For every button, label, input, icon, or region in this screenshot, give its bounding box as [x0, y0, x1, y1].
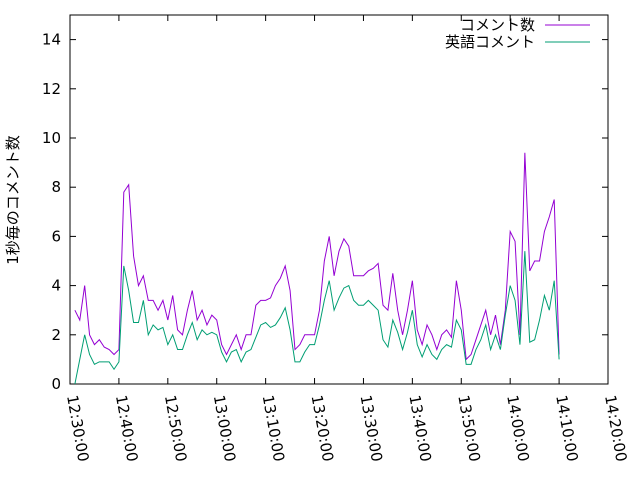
x-tick-label: 13:10:00	[259, 394, 288, 463]
y-tick-label: 6	[51, 227, 61, 245]
x-tick-label: 14:00:00	[503, 394, 532, 463]
x-tick-label: 12:50:00	[161, 394, 190, 463]
x-tick-label: 13:20:00	[308, 394, 337, 463]
legend-label: 英語コメント	[445, 33, 535, 51]
x-tick-label: 13:50:00	[454, 394, 483, 463]
x-tick-label: 12:30:00	[63, 394, 92, 463]
y-tick-label: 4	[51, 277, 61, 295]
x-tick-label: 13:30:00	[357, 394, 386, 463]
y-tick-label: 2	[51, 326, 61, 344]
plot-frame	[69, 14, 609, 385]
series-line	[74, 152, 560, 361]
y-axis-label: 1秒毎のコメント数	[4, 135, 22, 265]
y-tick-label: 14	[42, 31, 61, 49]
x-tick-label: 13:00:00	[210, 394, 239, 463]
y-tick-label: 12	[42, 80, 61, 98]
y-tick-label: 10	[42, 129, 61, 147]
y-tick-label: 0	[51, 375, 61, 393]
series-line	[74, 251, 560, 385]
x-tick-label: 14:10:00	[552, 394, 581, 463]
legend-label: コメント数	[460, 16, 535, 34]
x-tick-label: 14:20:00	[601, 394, 630, 463]
x-tick-label: 12:40:00	[112, 394, 141, 463]
x-tick-label: 13:40:00	[405, 394, 434, 463]
y-tick-label: 8	[51, 178, 61, 196]
